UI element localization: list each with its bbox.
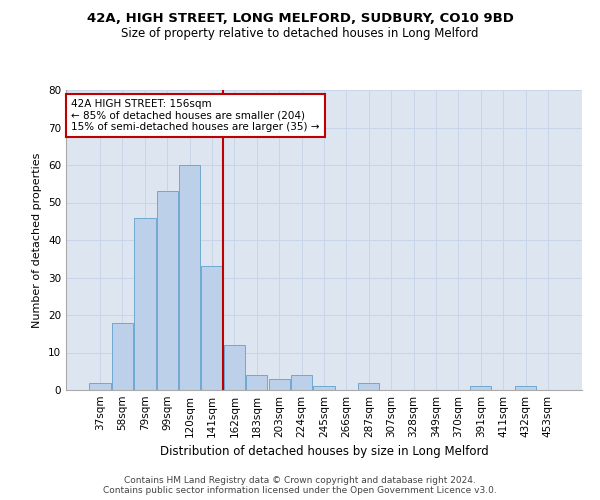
X-axis label: Distribution of detached houses by size in Long Melford: Distribution of detached houses by size … bbox=[160, 446, 488, 458]
Text: Contains HM Land Registry data © Crown copyright and database right 2024.
Contai: Contains HM Land Registry data © Crown c… bbox=[103, 476, 497, 495]
Bar bbox=[470, 386, 491, 390]
Bar bbox=[202, 266, 223, 390]
Bar bbox=[313, 386, 335, 390]
Text: Size of property relative to detached houses in Long Melford: Size of property relative to detached ho… bbox=[121, 28, 479, 40]
Bar bbox=[134, 218, 155, 390]
Bar bbox=[515, 386, 536, 390]
Bar bbox=[224, 345, 245, 390]
Bar bbox=[291, 375, 312, 390]
Text: 42A HIGH STREET: 156sqm
← 85% of detached houses are smaller (204)
15% of semi-d: 42A HIGH STREET: 156sqm ← 85% of detache… bbox=[71, 99, 320, 132]
Bar bbox=[112, 322, 133, 390]
Bar bbox=[89, 382, 111, 390]
Bar bbox=[157, 191, 178, 390]
Y-axis label: Number of detached properties: Number of detached properties bbox=[32, 152, 43, 328]
Bar bbox=[179, 165, 200, 390]
Bar bbox=[246, 375, 268, 390]
Bar bbox=[358, 382, 379, 390]
Text: 42A, HIGH STREET, LONG MELFORD, SUDBURY, CO10 9BD: 42A, HIGH STREET, LONG MELFORD, SUDBURY,… bbox=[86, 12, 514, 26]
Bar bbox=[269, 379, 290, 390]
